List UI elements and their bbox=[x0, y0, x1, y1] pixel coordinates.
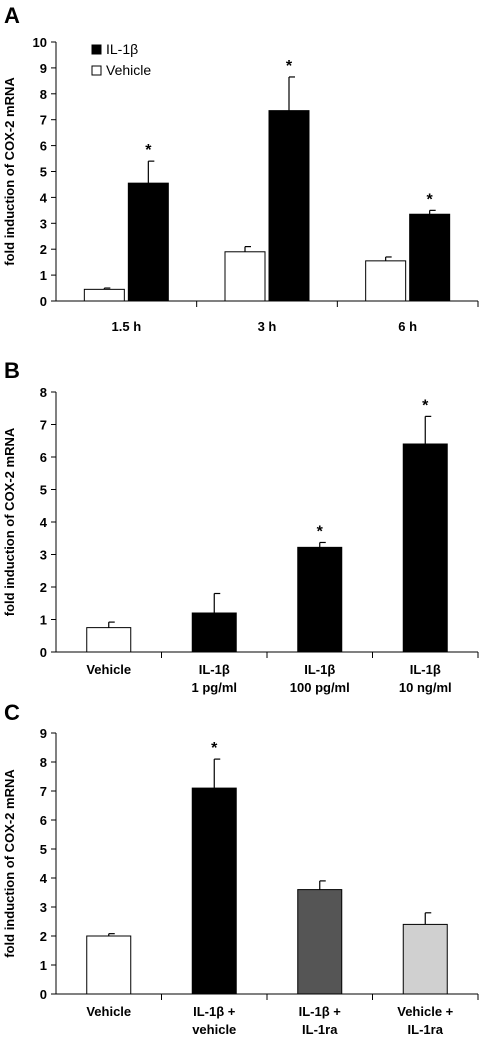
x-tick-label: Vehicle bbox=[86, 662, 131, 677]
y-tick-label: 0 bbox=[40, 294, 47, 309]
y-axis-label: fold induction of COX-2 mRNA bbox=[2, 427, 17, 616]
y-tick-label: 7 bbox=[40, 784, 47, 799]
y-tick-label: 7 bbox=[40, 418, 47, 433]
chart-a: 0 1 2 3 4 5 6 7 8 9 10 fold induction of COX-2 mRNA… bbox=[2, 35, 479, 334]
x-tick-label: 6 h bbox=[398, 319, 417, 334]
chart-b: 0 1 2 3 4 5 6 7 8 fold induction of COX-2 mRNA Veh… bbox=[2, 385, 479, 695]
bar bbox=[86, 935, 132, 995]
y-tick-label: 0 bbox=[40, 987, 47, 1002]
y-tick-label: 1 bbox=[40, 268, 47, 283]
x-tick-label: 1.5 h bbox=[112, 319, 142, 334]
x-tick-label: Vehicle bbox=[86, 1004, 131, 1019]
y-tick-label: 6 bbox=[40, 139, 47, 154]
y-tick-label: 2 bbox=[40, 580, 47, 595]
y-tick-label: 5 bbox=[40, 165, 47, 180]
y-tick-label: 0 bbox=[40, 645, 47, 660]
bar bbox=[191, 612, 237, 653]
y-tick-label: 9 bbox=[40, 61, 47, 76]
bar bbox=[297, 546, 343, 653]
x-tick-label: IL-1β bbox=[410, 662, 441, 677]
y-tick-label: 3 bbox=[40, 900, 47, 915]
y-tick-label: 5 bbox=[40, 483, 47, 498]
legend: IL-1β Vehicle bbox=[91, 41, 151, 78]
x-tick-label: 10 ng/ml bbox=[399, 680, 452, 695]
y-tick-label: 8 bbox=[40, 755, 47, 770]
x-tick-label: IL-1β + bbox=[299, 1004, 342, 1019]
y-tick-label: 3 bbox=[40, 216, 47, 231]
significance-marker: * bbox=[145, 142, 152, 159]
legend-swatch-il1b bbox=[91, 44, 102, 55]
y-axis-label: fold induction of COX-2 mRNA bbox=[2, 769, 17, 958]
x-tick-label: 1 pg/ml bbox=[191, 680, 237, 695]
significance-marker: * bbox=[427, 191, 434, 208]
bar bbox=[127, 182, 169, 302]
x-tick-label: IL-1β bbox=[199, 662, 230, 677]
y-tick-label: 4 bbox=[40, 515, 48, 530]
y-tick-label: 1 bbox=[40, 958, 47, 973]
y-tick-label: 5 bbox=[40, 842, 47, 857]
bar bbox=[224, 251, 266, 302]
y-tick-label: 8 bbox=[40, 87, 47, 102]
bar bbox=[402, 923, 448, 995]
panel-letter-b: B bbox=[4, 358, 20, 383]
x-tick-label: IL-1β bbox=[304, 662, 335, 677]
bar bbox=[402, 443, 448, 653]
y-tick-label: 2 bbox=[40, 929, 47, 944]
chart-c: 0 1 2 3 4 5 6 7 8 9 fold induction of COX-2 mRNA Ve… bbox=[2, 726, 479, 1037]
x-tick-label: IL-1ra bbox=[408, 1022, 444, 1037]
y-tick-label: 3 bbox=[40, 548, 47, 563]
y-tick-label: 9 bbox=[40, 726, 47, 741]
bar bbox=[86, 627, 132, 653]
y-tick-label: 2 bbox=[40, 242, 47, 257]
y-tick-label: 4 bbox=[40, 190, 48, 205]
legend-label-vehicle: Vehicle bbox=[106, 62, 151, 78]
y-tick-label: 6 bbox=[40, 813, 47, 828]
bar bbox=[409, 213, 451, 302]
y-tick-label: 1 bbox=[40, 613, 47, 628]
y-tick-label: 4 bbox=[40, 871, 48, 886]
bar bbox=[365, 260, 407, 302]
y-axis-label: fold induction of COX-2 mRNA bbox=[2, 77, 17, 266]
x-tick-label: IL-1β + bbox=[193, 1004, 236, 1019]
legend-swatch-vehicle bbox=[91, 65, 102, 76]
y-tick-label: 10 bbox=[33, 35, 47, 50]
significance-marker: * bbox=[422, 397, 429, 414]
y-tick-label: 6 bbox=[40, 450, 47, 465]
bar bbox=[191, 787, 237, 995]
y-tick-label: 8 bbox=[40, 385, 47, 400]
bar bbox=[83, 288, 125, 302]
x-tick-label: 100 pg/ml bbox=[290, 680, 350, 695]
legend-label-il1b: IL-1β bbox=[106, 41, 138, 57]
significance-marker: * bbox=[211, 740, 218, 757]
panel-letter-c: C bbox=[4, 700, 20, 725]
bar bbox=[268, 110, 310, 302]
significance-marker: * bbox=[317, 523, 324, 540]
x-tick-label: Vehicle + bbox=[397, 1004, 453, 1019]
x-tick-label: vehicle bbox=[192, 1022, 236, 1037]
bar bbox=[297, 889, 343, 995]
x-tick-label: IL-1ra bbox=[302, 1022, 338, 1037]
x-tick-label: 3 h bbox=[258, 319, 277, 334]
panel-letter-a: A bbox=[4, 3, 20, 28]
y-tick-label: 7 bbox=[40, 113, 47, 128]
significance-marker: * bbox=[286, 58, 293, 75]
